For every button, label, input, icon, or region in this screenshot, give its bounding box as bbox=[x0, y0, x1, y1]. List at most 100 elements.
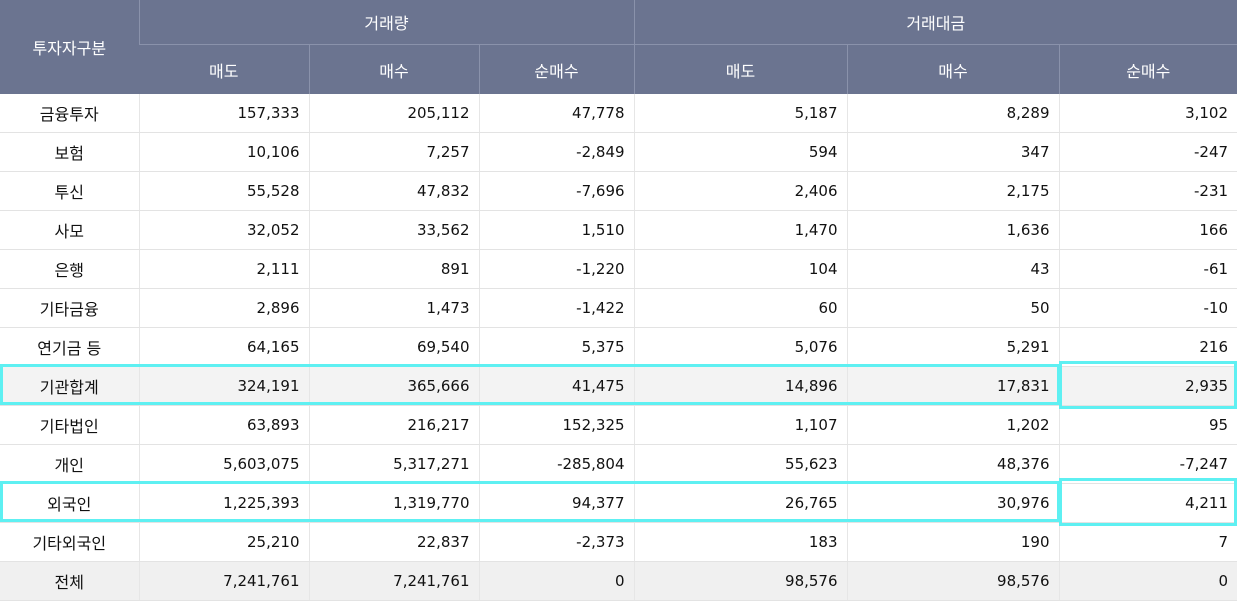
header-amount: 거래대금 bbox=[633, 0, 1237, 45]
table-row: 은행 2,111 891 -1,220 104 43 -61 bbox=[0, 249, 1237, 289]
amount-net-cell: 3,102 bbox=[1058, 94, 1237, 133]
investor-name: 사모 bbox=[0, 210, 139, 250]
volume-sell-cell: 10,106 bbox=[138, 132, 309, 172]
volume-net-cell: -285,804 bbox=[478, 444, 635, 484]
volume-buy-cell: 1,473 bbox=[308, 288, 479, 328]
volume-sell-cell: 157,333 bbox=[138, 94, 309, 133]
amount-buy-cell: 347 bbox=[846, 132, 1060, 172]
amount-buy-cell: 50 bbox=[846, 288, 1060, 328]
volume-buy-cell: 216,217 bbox=[308, 405, 479, 445]
amount-sell-cell: 55,623 bbox=[633, 444, 848, 484]
amount-net-cell: -231 bbox=[1058, 171, 1237, 211]
investor-name: 금융투자 bbox=[0, 94, 139, 133]
table-row: 사모 32,052 33,562 1,510 1,470 1,636 166 bbox=[0, 210, 1237, 250]
header-volume-buy[interactable]: 매수 bbox=[308, 44, 479, 94]
header-volume-sell[interactable]: 매도 bbox=[139, 44, 309, 94]
volume-buy-cell: 47,832 bbox=[308, 171, 479, 211]
volume-net-cell: 41,475 bbox=[478, 366, 635, 406]
volume-buy-cell: 1,319,770 bbox=[308, 483, 479, 523]
volume-sell-cell: 32,052 bbox=[138, 210, 309, 250]
volume-net-cell: 94,377 bbox=[478, 483, 635, 523]
amount-sell-cell: 183 bbox=[633, 522, 848, 562]
investor-name: 기관합계 bbox=[0, 366, 139, 406]
table-body: 금융투자 157,333 205,112 47,778 5,187 8,289 … bbox=[0, 94, 1237, 601]
amount-buy-cell: 1,202 bbox=[846, 405, 1060, 445]
amount-sell-cell: 60 bbox=[633, 288, 848, 328]
investor-name: 기타법인 bbox=[0, 405, 139, 445]
amount-buy-cell: 2,175 bbox=[846, 171, 1060, 211]
amount-sell-cell: 5,187 bbox=[633, 94, 848, 133]
volume-buy-cell: 33,562 bbox=[308, 210, 479, 250]
volume-buy-cell: 5,317,271 bbox=[308, 444, 479, 484]
amount-net-cell: -10 bbox=[1058, 288, 1237, 328]
header-investor-type[interactable]: 투자자구분 bbox=[0, 0, 139, 94]
header-amount-sell[interactable]: 매도 bbox=[633, 44, 848, 94]
table-row: 기타외국인 25,210 22,837 -2,373 183 190 7 bbox=[0, 522, 1237, 562]
amount-buy-cell: 8,289 bbox=[846, 94, 1060, 133]
header-amount-buy[interactable]: 매수 bbox=[846, 44, 1060, 94]
amount-buy-cell: 190 bbox=[846, 522, 1060, 562]
volume-buy-cell: 205,112 bbox=[308, 94, 479, 133]
table-header: 투자자구분 거래량 거래대금 매도 매수 순매수 매도 매수 순매수 bbox=[0, 0, 1237, 94]
amount-net-cell: 4,211 bbox=[1058, 483, 1237, 523]
amount-buy-cell: 98,576 bbox=[846, 561, 1060, 601]
investor-name: 은행 bbox=[0, 249, 139, 289]
amount-net-cell: 95 bbox=[1058, 405, 1237, 445]
amount-net-cell: -7,247 bbox=[1058, 444, 1237, 484]
investor-name: 보험 bbox=[0, 132, 139, 172]
volume-sell-cell: 324,191 bbox=[138, 366, 309, 406]
volume-sell-cell: 25,210 bbox=[138, 522, 309, 562]
investor-name: 투신 bbox=[0, 171, 139, 211]
volume-net-cell: 5,375 bbox=[478, 327, 635, 367]
header-volume: 거래량 bbox=[138, 0, 635, 45]
amount-buy-cell: 48,376 bbox=[846, 444, 1060, 484]
table-row-institution-total: 기관합계 324,191 365,666 41,475 14,896 17,83… bbox=[0, 366, 1237, 406]
volume-sell-cell: 55,528 bbox=[138, 171, 309, 211]
table-row: 금융투자 157,333 205,112 47,778 5,187 8,289 … bbox=[0, 94, 1237, 133]
volume-net-cell: 0 bbox=[478, 561, 635, 601]
volume-sell-cell: 7,241,761 bbox=[138, 561, 309, 601]
amount-sell-cell: 14,896 bbox=[633, 366, 848, 406]
amount-buy-cell: 5,291 bbox=[846, 327, 1060, 367]
volume-net-cell: -2,849 bbox=[478, 132, 635, 172]
amount-net-cell: -61 bbox=[1058, 249, 1237, 289]
amount-net-cell: 216 bbox=[1058, 327, 1237, 367]
volume-buy-cell: 22,837 bbox=[308, 522, 479, 562]
volume-net-cell: -1,422 bbox=[478, 288, 635, 328]
volume-net-cell: 1,510 bbox=[478, 210, 635, 250]
volume-sell-cell: 64,165 bbox=[138, 327, 309, 367]
volume-sell-cell: 1,225,393 bbox=[138, 483, 309, 523]
volume-buy-cell: 7,241,761 bbox=[308, 561, 479, 601]
amount-buy-cell: 17,831 bbox=[846, 366, 1060, 406]
header-amount-net-buy[interactable]: 순매수 bbox=[1058, 44, 1237, 94]
amount-net-cell: 7 bbox=[1058, 522, 1237, 562]
volume-net-cell: 152,325 bbox=[478, 405, 635, 445]
amount-sell-cell: 104 bbox=[633, 249, 848, 289]
amount-sell-cell: 594 bbox=[633, 132, 848, 172]
investor-name: 전체 bbox=[0, 561, 139, 601]
investor-name: 기타외국인 bbox=[0, 522, 139, 562]
volume-sell-cell: 5,603,075 bbox=[138, 444, 309, 484]
amount-net-cell: -247 bbox=[1058, 132, 1237, 172]
amount-buy-cell: 1,636 bbox=[846, 210, 1060, 250]
amount-sell-cell: 98,576 bbox=[633, 561, 848, 601]
volume-net-cell: -7,696 bbox=[478, 171, 635, 211]
header-volume-net-buy[interactable]: 순매수 bbox=[478, 44, 635, 94]
amount-sell-cell: 26,765 bbox=[633, 483, 848, 523]
table-row-grand-total: 전체 7,241,761 7,241,761 0 98,576 98,576 0 bbox=[0, 561, 1237, 601]
amount-sell-cell: 5,076 bbox=[633, 327, 848, 367]
amount-net-cell: 2,935 bbox=[1058, 366, 1237, 406]
amount-buy-cell: 30,976 bbox=[846, 483, 1060, 523]
volume-net-cell: -1,220 bbox=[478, 249, 635, 289]
investor-name: 외국인 bbox=[0, 483, 139, 523]
amount-buy-cell: 43 bbox=[846, 249, 1060, 289]
volume-sell-cell: 2,111 bbox=[138, 249, 309, 289]
table-row: 개인 5,603,075 5,317,271 -285,804 55,623 4… bbox=[0, 444, 1237, 484]
volume-sell-cell: 2,896 bbox=[138, 288, 309, 328]
table-row: 기타법인 63,893 216,217 152,325 1,107 1,202 … bbox=[0, 405, 1237, 445]
table-row: 보험 10,106 7,257 -2,849 594 347 -247 bbox=[0, 132, 1237, 172]
volume-buy-cell: 69,540 bbox=[308, 327, 479, 367]
amount-sell-cell: 1,470 bbox=[633, 210, 848, 250]
amount-sell-cell: 1,107 bbox=[633, 405, 848, 445]
amount-sell-cell: 2,406 bbox=[633, 171, 848, 211]
